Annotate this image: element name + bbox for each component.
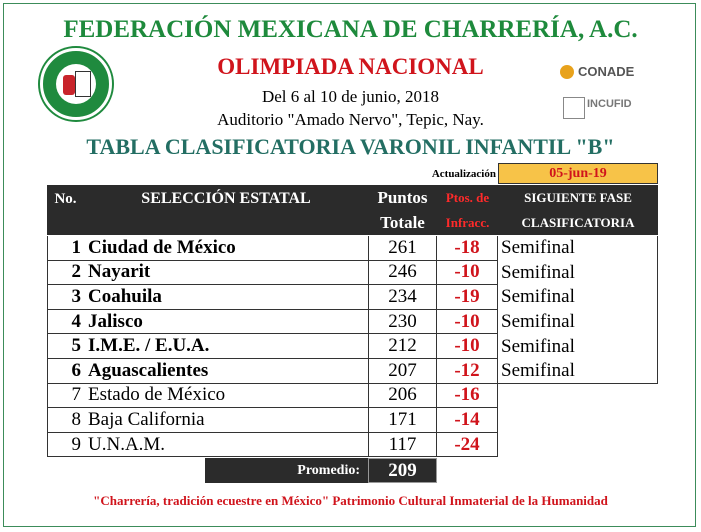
row-number: 6 xyxy=(47,359,84,384)
row-number: 7 xyxy=(47,383,84,409)
next-phase: Semifinal xyxy=(498,285,658,310)
state-name: Nayarit xyxy=(84,261,368,286)
state-name: Baja California xyxy=(84,408,368,433)
event-date: Del 6 al 10 de junio, 2018 xyxy=(261,87,440,106)
state-name: Aguascalientes xyxy=(84,359,368,384)
penalty-points: -12 xyxy=(437,359,498,384)
header-bg xyxy=(47,185,658,235)
row-number: 2 xyxy=(47,260,84,286)
column-header: Puntos xyxy=(377,187,428,207)
average-label: Promedio: xyxy=(205,458,368,484)
update-label: Actualización xyxy=(431,168,496,180)
incufid-logo: INCUFID xyxy=(587,98,632,110)
total-points: 117 xyxy=(368,432,437,458)
total-points: 234 xyxy=(368,285,437,310)
subtitle: OLIMPIADA NACIONAL xyxy=(217,54,484,79)
total-points: 171 xyxy=(368,408,437,433)
total-points: 212 xyxy=(368,334,437,359)
next-phase: Semifinal xyxy=(498,260,658,286)
total-points: 206 xyxy=(368,383,437,409)
penalty-points: -16 xyxy=(437,383,498,409)
total-points: 230 xyxy=(368,309,437,335)
column-header: Ptos. de xyxy=(445,189,490,205)
incufid-icon xyxy=(563,97,585,119)
row-number: 9 xyxy=(47,432,84,458)
state-name: Estado de México xyxy=(84,384,368,409)
venue: Auditorio "Amado Nervo", Tepic, Nay. xyxy=(217,110,484,129)
state-name: Jalisco xyxy=(84,310,368,335)
row-number: 3 xyxy=(47,285,84,310)
total-points: 261 xyxy=(368,236,437,261)
row-number: 8 xyxy=(47,408,84,433)
column-header: SIGUIENTE FASE xyxy=(524,189,632,205)
row-number: 5 xyxy=(47,334,84,359)
row-number: 4 xyxy=(47,309,84,335)
penalty-points: -18 xyxy=(437,236,498,261)
next-phase: Semifinal xyxy=(498,309,658,335)
state-name: Coahuila xyxy=(84,285,368,310)
state-name: Ciudad de México xyxy=(84,236,368,261)
column-header: SELECCIÓN ESTATAL xyxy=(141,190,311,207)
state-name: U.N.A.M. xyxy=(84,433,368,458)
footer: "Charrería, tradición ecuestre en México… xyxy=(93,493,608,508)
average-value: 209 xyxy=(368,458,437,484)
penalty-points: -10 xyxy=(437,334,498,359)
penalty-points: -10 xyxy=(437,309,498,335)
update-date: 05-jun-19 xyxy=(498,163,658,184)
next-phase: Semifinal xyxy=(498,236,658,261)
state-name: I.M.E. / E.U.A. xyxy=(84,334,368,359)
column-header: Totale xyxy=(380,212,425,232)
fmch-logo xyxy=(40,48,112,120)
conade-logo: CONADE xyxy=(578,64,635,79)
row-number: 1 xyxy=(47,236,84,261)
total-points: 207 xyxy=(368,359,437,384)
total-points: 246 xyxy=(368,260,437,286)
next-phase: Semifinal xyxy=(498,334,658,359)
column-header: No. xyxy=(54,190,77,207)
table-title: TABLA CLASIFICATORIA VARONIL INFANTIL "B… xyxy=(86,134,615,159)
conade-icon xyxy=(560,65,574,79)
column-header: CLASIFICATORIA xyxy=(521,214,635,230)
frame xyxy=(3,3,696,527)
title: FEDERACIÓN MEXICANA DE CHARRERÍA, A.C. xyxy=(63,16,638,43)
penalty-points: -24 xyxy=(437,432,498,458)
penalty-points: -14 xyxy=(437,408,498,433)
column-header: Infracc. xyxy=(445,214,490,230)
penalty-points: -10 xyxy=(437,260,498,286)
penalty-points: -19 xyxy=(437,285,498,310)
next-phase: Semifinal xyxy=(498,359,658,384)
